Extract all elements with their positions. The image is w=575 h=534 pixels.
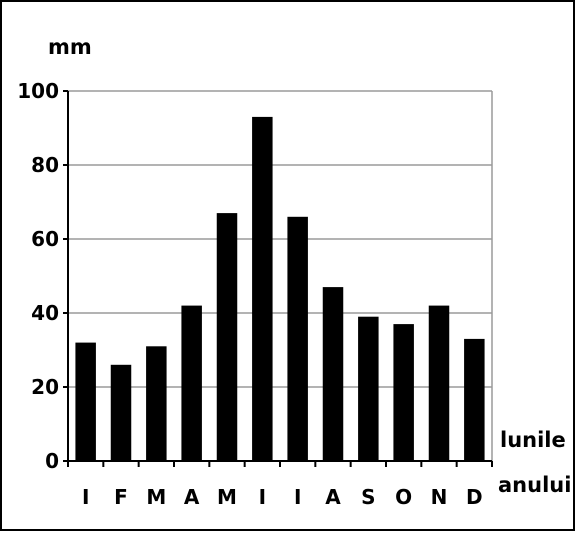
x-axis-label-line-1: lunile: [500, 428, 566, 452]
y-tick-label: 80: [31, 153, 59, 177]
x-axis-label-line-2: anului: [498, 473, 571, 497]
bar: [322, 287, 344, 461]
x-tick-label: D: [466, 485, 483, 509]
bar: [358, 316, 379, 461]
x-tick-label: M: [217, 485, 237, 509]
bar: [393, 324, 414, 461]
bar: [146, 346, 167, 461]
bar: [110, 364, 132, 461]
y-tick-labels: 0 20 40 60 80 100: [17, 79, 59, 473]
x-tick-label: I: [259, 485, 266, 509]
bar: [287, 216, 308, 461]
x-tick-label: N: [431, 485, 448, 509]
y-tick-label: 40: [31, 301, 59, 325]
x-tick-label: F: [114, 485, 128, 509]
y-axis-label: mm: [48, 35, 92, 59]
gridlines: [68, 90, 492, 388]
axes: [63, 90, 493, 467]
x-tick-label: I: [294, 485, 301, 509]
bar: [464, 338, 485, 461]
x-tick-label: I: [82, 485, 89, 509]
y-tick-label: 100: [17, 79, 59, 103]
x-tick-label: A: [325, 485, 341, 509]
bar: [181, 305, 202, 461]
x-tick-label: O: [395, 485, 412, 509]
bar: [75, 342, 96, 461]
y-tick-label: 20: [31, 375, 59, 399]
y-tick-label: 60: [31, 227, 59, 251]
x-tick-label: M: [146, 485, 166, 509]
bar: [252, 116, 273, 462]
x-tick-label: A: [184, 485, 200, 509]
x-tick-label: S: [361, 485, 375, 509]
bars: [75, 116, 485, 462]
y-tick-label: 0: [45, 449, 59, 473]
bar: [216, 213, 238, 461]
bar: [428, 305, 450, 461]
